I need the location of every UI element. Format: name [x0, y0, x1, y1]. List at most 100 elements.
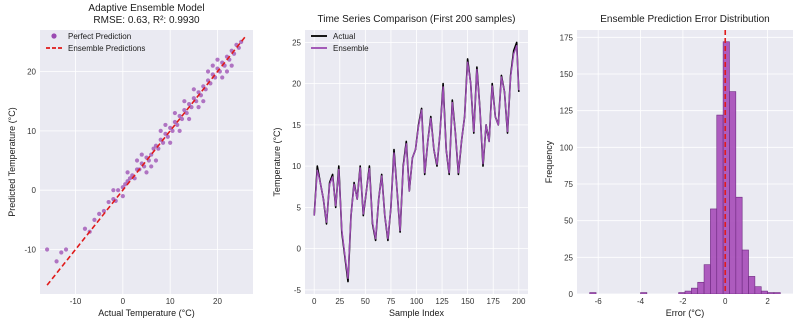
x-tick-label: -6	[595, 297, 603, 306]
x-tick-label: 125	[435, 297, 449, 306]
scatter-point	[224, 69, 230, 74]
x-tick-label: 100	[410, 297, 424, 306]
y-tick-label: 10	[292, 162, 301, 171]
y-tick-label: 100	[560, 143, 574, 152]
chart-panel-scatter: -10 0 10 20 -10 0 10 20 Adaptive Ensemble ModelR…	[7, 3, 253, 318]
scatter-point	[196, 90, 201, 95]
scatter-point	[220, 75, 225, 80]
histogram-bar	[589, 292, 597, 294]
scatter-point	[187, 116, 192, 122]
histogram-bar	[684, 290, 692, 294]
scatter-point	[210, 63, 215, 68]
y-tick-label: 0	[32, 186, 37, 195]
histogram-bar	[767, 292, 775, 294]
scatter-point	[170, 128, 175, 133]
scatter-point	[97, 211, 102, 217]
x-tick-label: 0	[121, 297, 126, 306]
scatter-point	[187, 102, 192, 107]
scatter-point	[92, 217, 97, 222]
scatter-point	[175, 122, 180, 128]
y-tick-label: 20	[292, 80, 301, 89]
chart-title: Time Series Comparison (First 200 sample…	[317, 14, 515, 25]
scatter-point	[123, 182, 128, 187]
y-tick-label: 25	[564, 253, 573, 262]
scatter-point	[153, 158, 159, 163]
x-tick-label: -4	[637, 297, 645, 306]
histogram-bar	[722, 41, 730, 294]
histogram-bar	[697, 281, 705, 294]
histogram-bar	[773, 292, 781, 294]
scatter-point	[205, 69, 211, 74]
x-tick-label: 0	[312, 297, 317, 306]
scatter-point	[59, 250, 64, 255]
scatter-point	[172, 119, 177, 125]
scatter-point	[179, 116, 185, 122]
legend-label: Actual	[333, 32, 355, 41]
x-tick-label: 150	[461, 297, 475, 306]
histogram-bar	[735, 196, 743, 294]
scatter-point	[196, 105, 201, 110]
histogram-bar	[710, 208, 718, 294]
scatter-point	[184, 110, 189, 116]
scatter-point	[54, 259, 59, 264]
y-tick-label: 5	[297, 203, 302, 212]
legend-label: Perfect Prediction	[68, 32, 131, 41]
scatter-point	[120, 194, 125, 199]
scatter-point	[165, 134, 170, 139]
plot-marks	[313, 41, 520, 283]
x-tick-label: 200	[512, 297, 526, 306]
x-tick-label: -2	[679, 297, 687, 306]
y-axis-label: Frequency	[544, 140, 554, 183]
scatter-point	[201, 99, 206, 104]
scatter-point	[168, 125, 173, 130]
x-tick-label: 20	[213, 297, 222, 306]
scatter-point	[189, 105, 194, 110]
plot-area	[577, 30, 793, 294]
y-tick-label: 15	[292, 121, 301, 130]
x-tick-label: 75	[386, 297, 395, 306]
chart-title: Ensemble Prediction Error Distribution	[600, 14, 770, 25]
scatter-point	[149, 164, 154, 169]
x-tick-label: 50	[361, 297, 370, 306]
scatter-point	[172, 110, 177, 116]
scatter-point	[134, 158, 140, 163]
histogram-bar	[691, 287, 699, 294]
scatter-point	[111, 188, 116, 193]
histogram-bar	[716, 114, 724, 294]
scatter-point	[215, 57, 220, 62]
legend-label: Ensemble	[333, 44, 369, 53]
scatter-point	[177, 113, 182, 119]
x-tick-label: 175	[487, 297, 501, 306]
scatter-point	[125, 170, 130, 175]
histogram-bar	[760, 290, 768, 294]
scatter-point	[139, 152, 144, 157]
legend: Perfect Prediction Ensemble Predictions	[46, 32, 145, 53]
scatter-point	[182, 107, 187, 113]
histogram-bar	[640, 292, 648, 294]
legend-label: Ensemble Predictions	[68, 44, 145, 53]
chart-subtitle: RMSE: 0.63, R²: 0.9930	[93, 15, 200, 26]
y-axis-label: Temperature (°C)	[272, 127, 282, 196]
plot-marks	[45, 35, 247, 286]
scatter-point	[163, 131, 168, 136]
x-axis-label: Sample Index	[389, 308, 445, 318]
histogram-bar	[754, 286, 762, 294]
scatter-point	[116, 188, 121, 193]
y-tick-label: 0	[297, 245, 302, 254]
chart-panel-histogram: -6 -4 -2 0 2 0 25 50 75 100 125 150 175 Ensemble Pred…	[544, 14, 793, 318]
y-tick-label: 25	[292, 38, 301, 47]
scatter-point	[144, 170, 149, 175]
histogram-bar	[741, 249, 749, 294]
legend: Actual Ensemble	[311, 32, 369, 53]
x-tick-label: 10	[166, 297, 175, 306]
scatter-point	[177, 128, 182, 133]
scatter-point	[182, 99, 187, 104]
perfect-prediction-line	[46, 35, 247, 286]
y-tick-label: 10	[27, 127, 36, 136]
x-tick-label: 0	[723, 297, 728, 306]
scatter-point	[82, 226, 88, 231]
x-tick-label: 25	[335, 297, 344, 306]
plot-marks	[589, 30, 781, 294]
x-tick-label: -10	[70, 297, 82, 306]
